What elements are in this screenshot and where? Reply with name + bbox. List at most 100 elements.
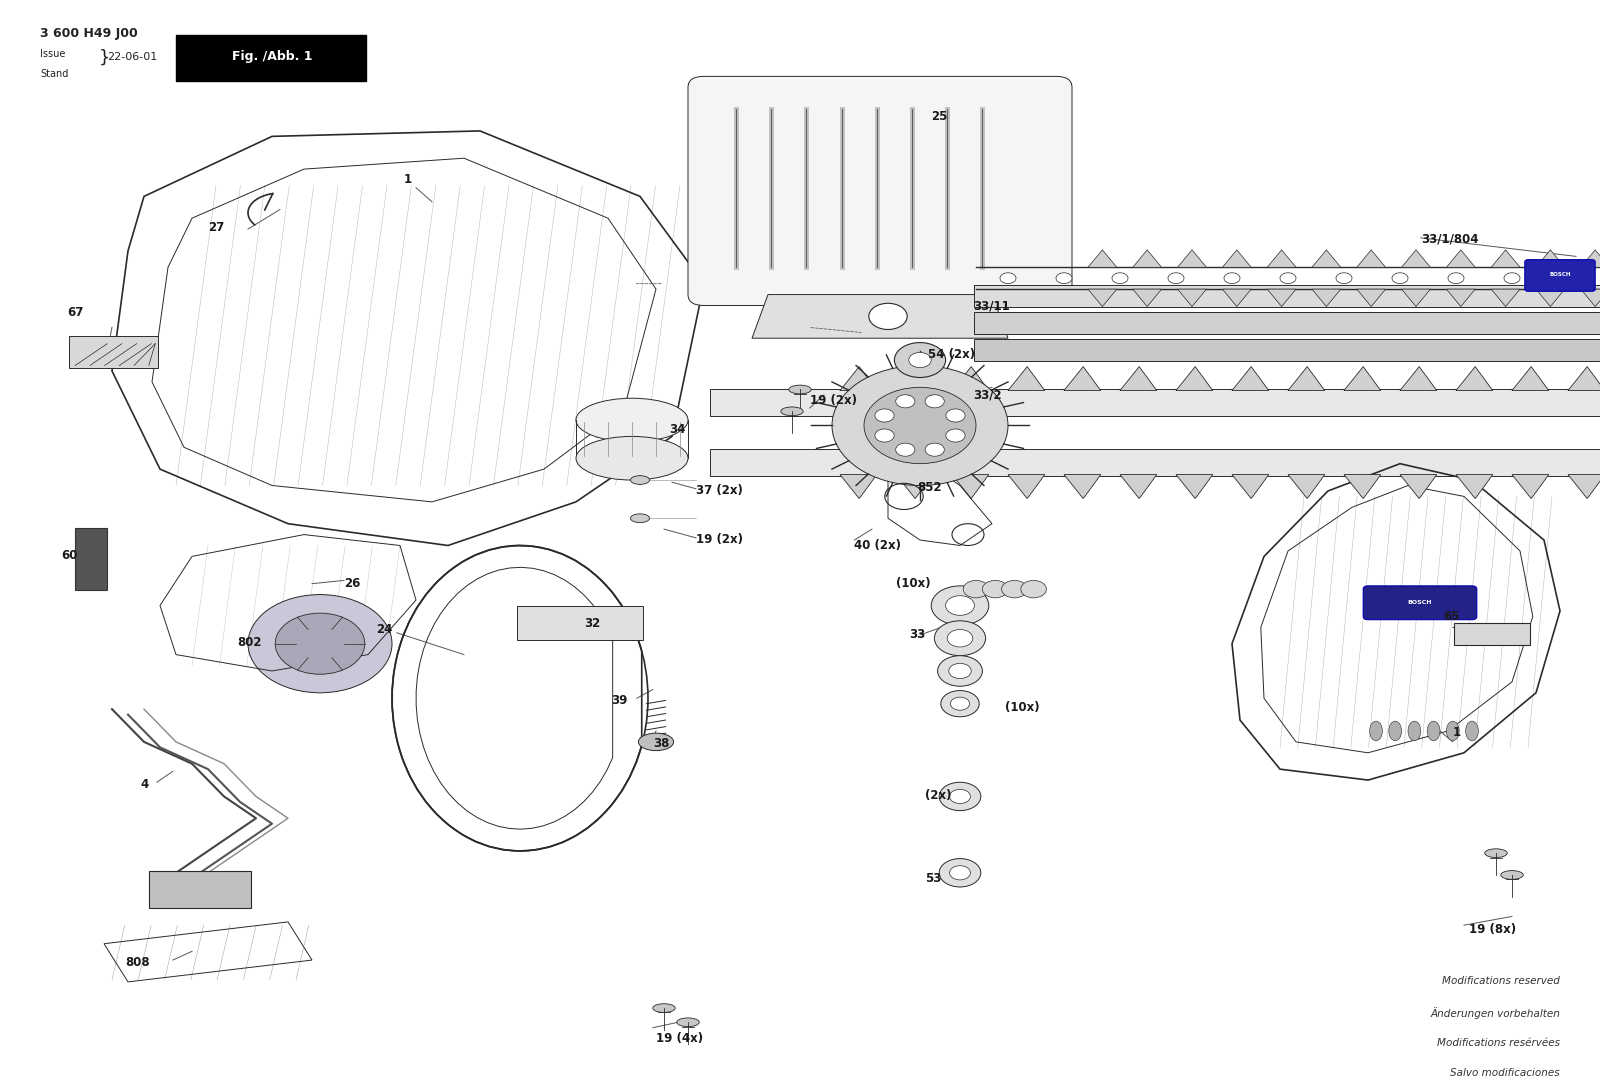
Polygon shape — [896, 367, 933, 391]
Text: 60: 60 — [61, 549, 77, 562]
Polygon shape — [952, 367, 989, 391]
Ellipse shape — [1370, 721, 1382, 741]
Text: 33/11: 33/11 — [973, 300, 1010, 313]
FancyBboxPatch shape — [1363, 586, 1477, 620]
Circle shape — [875, 429, 894, 442]
Circle shape — [1224, 273, 1240, 284]
Polygon shape — [1133, 289, 1162, 307]
Ellipse shape — [1446, 721, 1459, 741]
Polygon shape — [1402, 250, 1430, 267]
Ellipse shape — [1389, 721, 1402, 741]
Circle shape — [832, 365, 1008, 485]
Text: }: } — [99, 49, 110, 67]
Circle shape — [896, 395, 915, 408]
Circle shape — [1392, 273, 1408, 284]
FancyBboxPatch shape — [1525, 260, 1595, 291]
Circle shape — [1280, 273, 1296, 284]
Ellipse shape — [576, 398, 688, 442]
Polygon shape — [1581, 250, 1600, 267]
FancyBboxPatch shape — [974, 339, 1600, 361]
Text: BOSCH: BOSCH — [1406, 600, 1432, 604]
Polygon shape — [1536, 289, 1565, 307]
Polygon shape — [1232, 367, 1269, 391]
Text: (10x): (10x) — [896, 577, 931, 590]
Text: 33: 33 — [909, 628, 925, 642]
Ellipse shape — [1466, 721, 1478, 741]
Text: 33/2: 33/2 — [973, 388, 1002, 401]
FancyBboxPatch shape — [149, 871, 251, 908]
Polygon shape — [1312, 250, 1341, 267]
Ellipse shape — [630, 514, 650, 523]
Polygon shape — [1491, 250, 1520, 267]
Circle shape — [949, 663, 971, 679]
Circle shape — [869, 303, 907, 329]
Text: 34: 34 — [669, 423, 685, 436]
Polygon shape — [1456, 367, 1493, 391]
Ellipse shape — [1485, 849, 1507, 858]
Polygon shape — [1267, 289, 1296, 307]
Text: BOSCH: BOSCH — [1549, 273, 1571, 277]
Polygon shape — [1400, 367, 1437, 391]
Text: 33/1/804: 33/1/804 — [1421, 232, 1478, 245]
Polygon shape — [1357, 250, 1386, 267]
Polygon shape — [1178, 289, 1206, 307]
Text: 65: 65 — [1443, 610, 1459, 623]
Text: 24: 24 — [376, 623, 392, 636]
Text: 22-06-01: 22-06-01 — [107, 52, 157, 62]
Polygon shape — [1222, 289, 1251, 307]
Circle shape — [941, 691, 979, 717]
Text: 26: 26 — [344, 577, 360, 590]
Polygon shape — [952, 475, 989, 499]
Text: 19 (2x): 19 (2x) — [810, 394, 856, 407]
Text: Stand: Stand — [40, 69, 69, 79]
Circle shape — [875, 409, 894, 422]
Polygon shape — [1456, 475, 1493, 499]
Circle shape — [1336, 273, 1352, 284]
Text: 25: 25 — [931, 110, 947, 123]
Circle shape — [939, 782, 981, 811]
Ellipse shape — [789, 385, 811, 394]
Text: 19 (8x): 19 (8x) — [1469, 923, 1515, 936]
Polygon shape — [1178, 250, 1206, 267]
Circle shape — [963, 580, 989, 598]
Ellipse shape — [638, 733, 674, 751]
Circle shape — [1000, 273, 1016, 284]
Polygon shape — [1344, 475, 1381, 499]
Text: 1: 1 — [403, 173, 411, 187]
Polygon shape — [1536, 250, 1565, 267]
Circle shape — [1168, 273, 1184, 284]
Polygon shape — [1568, 475, 1600, 499]
Text: 1: 1 — [1453, 727, 1461, 740]
Polygon shape — [1402, 289, 1430, 307]
Text: 4: 4 — [141, 778, 149, 791]
Polygon shape — [1120, 475, 1157, 499]
Polygon shape — [840, 367, 877, 391]
Text: 808: 808 — [125, 956, 149, 969]
Circle shape — [946, 596, 974, 615]
FancyBboxPatch shape — [710, 449, 1600, 476]
Circle shape — [934, 621, 986, 656]
Circle shape — [938, 656, 982, 686]
Polygon shape — [1512, 475, 1549, 499]
Ellipse shape — [1408, 721, 1421, 741]
Polygon shape — [1568, 367, 1600, 391]
Text: 54 (2x): 54 (2x) — [928, 348, 974, 361]
Polygon shape — [1088, 250, 1117, 267]
Polygon shape — [1446, 289, 1475, 307]
Polygon shape — [1288, 475, 1325, 499]
Circle shape — [925, 395, 944, 408]
Text: 802: 802 — [237, 636, 261, 649]
Polygon shape — [1357, 289, 1386, 307]
Text: Fig. /Abb. 1: Fig. /Abb. 1 — [232, 50, 312, 63]
FancyBboxPatch shape — [517, 606, 643, 640]
Circle shape — [1504, 273, 1520, 284]
Text: (2x): (2x) — [925, 789, 952, 802]
Polygon shape — [1312, 289, 1341, 307]
Text: Issue: Issue — [40, 49, 66, 59]
Circle shape — [864, 387, 976, 464]
Circle shape — [1056, 273, 1072, 284]
Polygon shape — [1288, 367, 1325, 391]
Polygon shape — [1176, 475, 1213, 499]
FancyBboxPatch shape — [710, 389, 1600, 416]
Polygon shape — [1491, 289, 1520, 307]
